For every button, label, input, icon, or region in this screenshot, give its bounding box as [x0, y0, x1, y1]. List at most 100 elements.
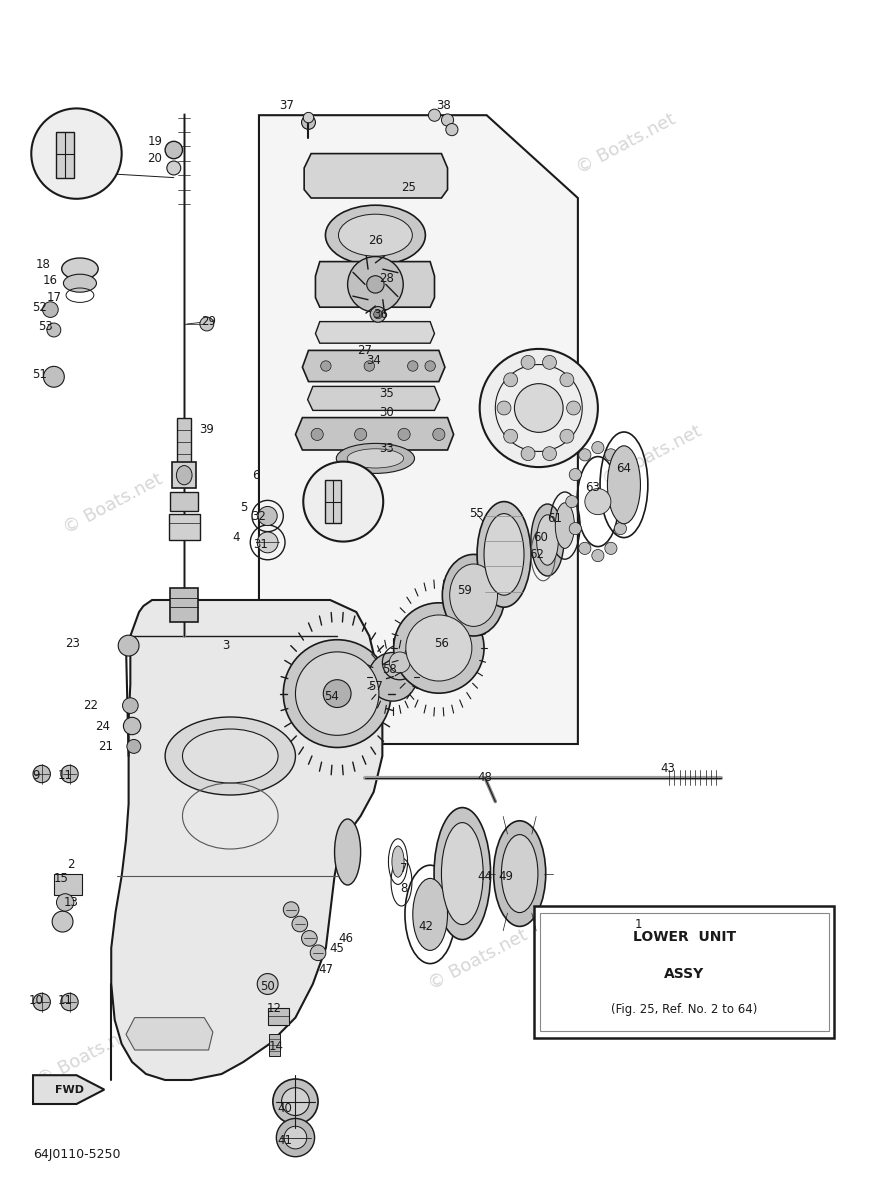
Text: 40: 40: [277, 1103, 293, 1115]
Text: 37: 37: [279, 100, 295, 112]
Circle shape: [127, 739, 141, 754]
Circle shape: [295, 652, 379, 736]
Circle shape: [310, 944, 326, 961]
Text: 39: 39: [199, 424, 215, 436]
Text: © Boats.net: © Boats.net: [34, 1022, 140, 1090]
Circle shape: [592, 550, 604, 562]
Text: 52: 52: [32, 301, 48, 313]
Circle shape: [311, 428, 323, 440]
Circle shape: [323, 679, 351, 708]
Text: 38: 38: [436, 100, 450, 112]
Circle shape: [521, 446, 535, 461]
Text: 20: 20: [147, 152, 163, 164]
Circle shape: [118, 635, 139, 656]
Text: 33: 33: [380, 443, 394, 455]
Circle shape: [408, 361, 418, 371]
Text: 12: 12: [266, 1002, 282, 1014]
Circle shape: [614, 468, 627, 481]
Text: © Boats.net: © Boats.net: [60, 470, 166, 538]
Circle shape: [579, 542, 591, 554]
Circle shape: [257, 973, 278, 995]
Circle shape: [560, 373, 574, 386]
Text: 2: 2: [68, 858, 75, 870]
Circle shape: [605, 542, 617, 554]
Ellipse shape: [494, 821, 546, 926]
Text: 30: 30: [380, 407, 394, 419]
Circle shape: [441, 114, 454, 126]
Circle shape: [43, 301, 58, 318]
Circle shape: [504, 373, 518, 386]
Circle shape: [303, 113, 314, 122]
Text: 11: 11: [57, 769, 73, 781]
Circle shape: [200, 317, 214, 331]
Text: 53: 53: [38, 320, 52, 332]
Text: 11: 11: [57, 995, 73, 1007]
Text: 1: 1: [635, 918, 642, 930]
Text: 9: 9: [33, 769, 40, 781]
Circle shape: [446, 124, 458, 136]
Text: 50: 50: [261, 980, 275, 992]
Text: 31: 31: [253, 539, 269, 551]
Text: 28: 28: [379, 272, 395, 284]
Text: 47: 47: [318, 964, 334, 976]
Text: 24: 24: [95, 720, 110, 732]
Circle shape: [389, 652, 410, 673]
Text: 7: 7: [401, 863, 408, 875]
Text: 6: 6: [253, 469, 260, 481]
Circle shape: [567, 401, 580, 415]
Text: 5: 5: [240, 502, 247, 514]
Circle shape: [614, 522, 627, 535]
Ellipse shape: [607, 445, 640, 523]
Circle shape: [504, 430, 518, 443]
Circle shape: [367, 276, 384, 293]
Circle shape: [355, 428, 367, 440]
Circle shape: [480, 349, 598, 467]
Text: © Boats.net: © Boats.net: [599, 422, 705, 490]
Circle shape: [43, 366, 64, 388]
Circle shape: [364, 361, 375, 371]
Bar: [56, 132, 74, 178]
Text: 57: 57: [368, 680, 383, 692]
Text: 55: 55: [469, 508, 483, 520]
Text: 23: 23: [64, 637, 80, 649]
Polygon shape: [304, 154, 448, 198]
Text: 45: 45: [329, 942, 345, 954]
Circle shape: [257, 532, 278, 553]
Text: 62: 62: [529, 548, 545, 560]
Circle shape: [33, 994, 50, 1010]
Text: 17: 17: [46, 292, 62, 304]
Circle shape: [579, 449, 591, 461]
Circle shape: [569, 468, 581, 481]
Text: © Boats.net: © Boats.net: [573, 110, 679, 178]
Polygon shape: [302, 350, 445, 382]
Circle shape: [61, 994, 78, 1010]
Circle shape: [52, 911, 73, 932]
Text: 64: 64: [616, 462, 632, 474]
Circle shape: [425, 361, 435, 371]
Text: 61: 61: [547, 512, 562, 524]
Text: 25: 25: [401, 181, 416, 193]
Text: 27: 27: [357, 344, 373, 356]
Text: 51: 51: [32, 368, 48, 380]
Ellipse shape: [339, 214, 413, 257]
Ellipse shape: [555, 503, 574, 548]
Circle shape: [370, 306, 386, 323]
Text: LOWER  UNIT: LOWER UNIT: [633, 930, 736, 944]
Circle shape: [47, 323, 61, 337]
Text: 44: 44: [477, 870, 493, 882]
Polygon shape: [33, 1075, 104, 1104]
Ellipse shape: [531, 504, 564, 576]
Text: 46: 46: [338, 932, 354, 944]
Text: © Boats.net: © Boats.net: [277, 170, 383, 238]
Bar: [325, 480, 341, 523]
Circle shape: [167, 161, 181, 175]
Text: 26: 26: [368, 234, 383, 246]
Polygon shape: [259, 115, 578, 744]
Circle shape: [560, 430, 574, 443]
Text: 15: 15: [53, 872, 69, 884]
Circle shape: [592, 442, 604, 454]
Circle shape: [585, 488, 611, 515]
Ellipse shape: [335, 818, 361, 886]
Ellipse shape: [441, 823, 483, 924]
Text: 56: 56: [434, 637, 449, 649]
